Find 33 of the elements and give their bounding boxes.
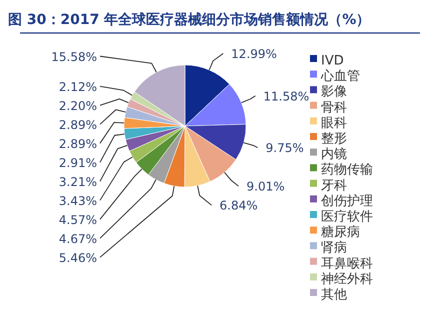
data-label: 5.46% [58,250,97,265]
legend-label: 医疗软件 [321,210,373,224]
data-label: 6.84% [220,198,258,213]
data-label: 2.89% [58,136,97,151]
data-label: 9.75% [266,141,304,156]
data-label: 11.58% [263,89,310,104]
data-label: 12.99% [231,46,277,61]
data-label: 3.43% [58,194,97,208]
data-label: 4.57% [58,212,97,227]
legend-label: 其他 [321,288,347,302]
data-label: 15.58% [51,50,97,64]
data-label: 2.12% [58,80,97,94]
legend-label: 心血管 [320,68,360,84]
legend-label: 影像 [321,84,347,100]
data-label: 4.67% [58,232,97,246]
legend-label: IVD [321,54,344,68]
legend-label: 眼科 [321,116,347,131]
chart-title: 图 30：2017 年全球医疗器械细分市场销售额情况（%） [8,11,370,28]
legend-label: 创伤护理 [321,194,373,209]
legend-label: 内镜 [321,147,347,162]
legend-label: 耳鼻喉科 [321,256,373,272]
data-label: 2.89% [58,118,97,132]
legend-label: 牙科 [321,178,347,194]
data-label: 3.21% [58,174,97,189]
data-label: 9.01% [246,180,285,194]
data-label: 2.20% [58,98,97,113]
legend-label: 肾病 [321,240,347,256]
legend-label: 神经外科 [321,272,373,287]
legend-label: 整形 [321,132,347,146]
legend-label: 骨科 [321,100,347,116]
legend-label: 药物传输 [321,162,373,178]
data-label: 2.91% [58,156,97,170]
legend-label: 糖尿病 [321,225,360,240]
